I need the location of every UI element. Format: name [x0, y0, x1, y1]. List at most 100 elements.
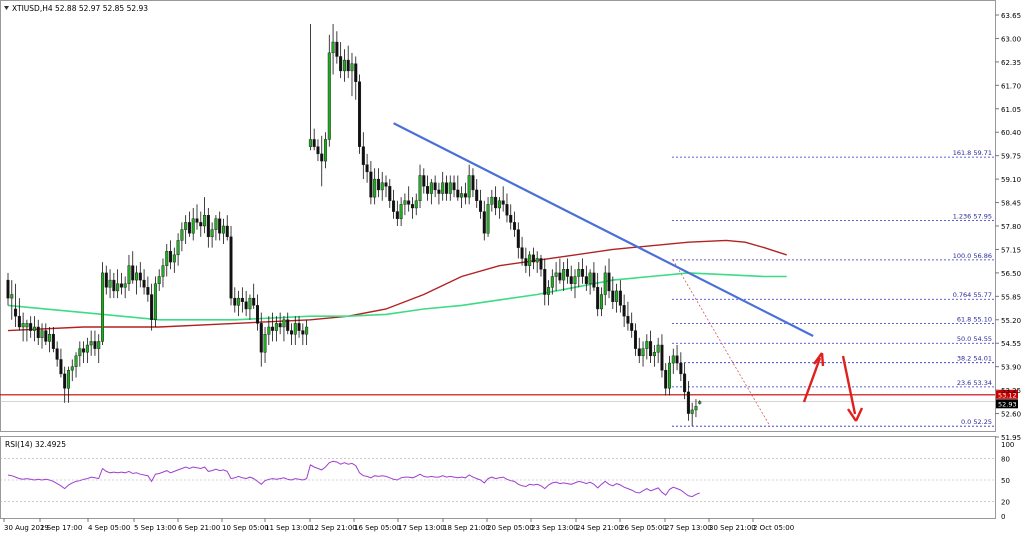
bull-candle [89, 341, 93, 346]
bull-candle [78, 348, 82, 357]
trendline-layer[interactable] [393, 122, 814, 337]
bull-candle [373, 178, 377, 198]
bull-candle [203, 214, 207, 227]
bear-candle [199, 222, 203, 227]
bull-candle [210, 229, 214, 238]
bear-candle [346, 59, 350, 72]
rsi-label: RSI(14) 32.4925 [5, 440, 66, 449]
bear-candle [565, 269, 569, 277]
time-tick-label: 2 Sep 17:00 [40, 524, 82, 532]
bear-candle [433, 182, 437, 191]
bear-candle [630, 323, 634, 331]
bear-candle [55, 348, 59, 360]
bull-candle [66, 370, 70, 389]
bear-candle [637, 348, 641, 357]
bear-candle [187, 222, 191, 234]
bull-candle [191, 218, 195, 234]
bear-candle [259, 323, 263, 353]
price-tick-label: 53.90 [1001, 364, 1021, 372]
bear-candle [456, 189, 460, 198]
bull-candle [308, 139, 312, 147]
bear-candle [482, 211, 486, 234]
time-tick-label: 17 Sep 13:00 [398, 524, 445, 532]
bear-candle [410, 204, 414, 209]
bear-candle [51, 334, 55, 349]
ohlc-label: 52.88 52.97 52.85 52.93 [55, 4, 148, 13]
price-tick-label: 55.20 [1001, 317, 1021, 325]
bull-candle [554, 272, 558, 277]
bear-candle [59, 359, 63, 375]
price-tick-label: 61.70 [1001, 82, 1021, 90]
bull-candle [671, 355, 675, 364]
bull-candle [641, 348, 645, 357]
bull-candle [221, 225, 225, 234]
bear-candle [195, 218, 199, 223]
bear-candle [581, 269, 585, 277]
candles-layer [6, 24, 702, 427]
bull-candle [157, 276, 161, 284]
fib-level-label: 0.764 55.77 [953, 291, 992, 299]
bull-candle [267, 326, 271, 335]
menu-triangle-icon[interactable] [4, 6, 9, 10]
bear-candle [611, 290, 615, 302]
price-tag-bg [996, 399, 1018, 409]
bull-candle [414, 200, 418, 209]
time-tick-label: 16 Sep 05:00 [354, 524, 401, 532]
bear-candle [505, 204, 509, 216]
bear-candle [150, 294, 154, 320]
bull-candle [497, 200, 501, 209]
bear-candle [479, 200, 483, 212]
bear-candle [660, 344, 664, 371]
bull-candle [116, 283, 120, 292]
bull-candle [123, 283, 127, 288]
price-tick-label: 56.50 [1001, 270, 1021, 278]
time-tick-label: 2 Oct 05:00 [753, 524, 794, 532]
bear-candle [112, 279, 116, 292]
bear-candle [6, 279, 10, 299]
bear-candle [426, 186, 430, 194]
bear-candle [384, 182, 388, 187]
slow-moving-average-line [7, 239, 787, 332]
bull-candle [418, 175, 422, 201]
bear-candle [286, 319, 290, 331]
time-tick-label: 24 Sep 21:00 [576, 524, 623, 532]
bear-candle [252, 297, 256, 306]
bull-candle [399, 204, 403, 219]
bear-candle [146, 287, 150, 295]
bull-candle [135, 272, 139, 281]
bull-candle [547, 287, 551, 295]
bull-candle [237, 297, 241, 306]
bearish-trendline [393, 122, 814, 337]
time-tick-label: 30 Aug 2019 [4, 524, 49, 532]
bull-candle [40, 330, 44, 339]
forecast-arrows [802, 352, 864, 422]
bull-candle [573, 276, 577, 284]
bear-candle [437, 189, 441, 194]
price-tick-label: 63.00 [1001, 35, 1021, 43]
bear-candle [17, 315, 21, 328]
fib-level-label: 38.2 54.01 [957, 355, 992, 363]
bear-candle [376, 178, 380, 191]
rsi-line [7, 460, 700, 498]
bear-candle [596, 287, 600, 310]
bear-candle [369, 171, 373, 198]
price-tick-label: 57.15 [1001, 246, 1021, 254]
bull-candle [535, 258, 539, 263]
bear-candle [531, 254, 535, 263]
up-arrow-head [813, 352, 825, 367]
bull-candle [176, 240, 180, 256]
bull-candle [274, 323, 278, 331]
bull-candle [327, 52, 331, 140]
bear-candle [138, 272, 142, 281]
bull-candle [467, 175, 471, 198]
price-tick-label: 52.60 [1001, 411, 1021, 419]
bull-candle [448, 182, 452, 194]
bear-candle [664, 370, 668, 389]
time-tick-label: 20 Sep 05:00 [487, 524, 534, 532]
bull-candle [550, 276, 554, 288]
bull-candle [588, 272, 592, 284]
